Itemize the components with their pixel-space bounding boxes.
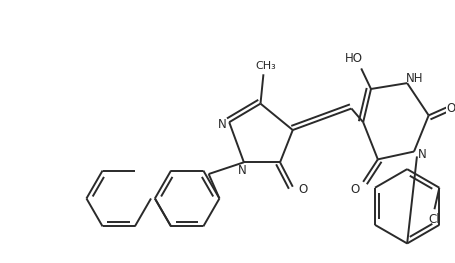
Text: Cl: Cl: [429, 213, 440, 225]
Text: N: N: [218, 118, 227, 131]
Text: CH₃: CH₃: [255, 60, 276, 70]
Text: N: N: [238, 164, 246, 177]
Text: HO: HO: [345, 52, 364, 65]
Text: O: O: [298, 183, 307, 196]
Text: N: N: [417, 148, 426, 161]
Text: O: O: [351, 183, 360, 196]
Text: O: O: [446, 102, 455, 115]
Text: NH: NH: [406, 72, 424, 85]
